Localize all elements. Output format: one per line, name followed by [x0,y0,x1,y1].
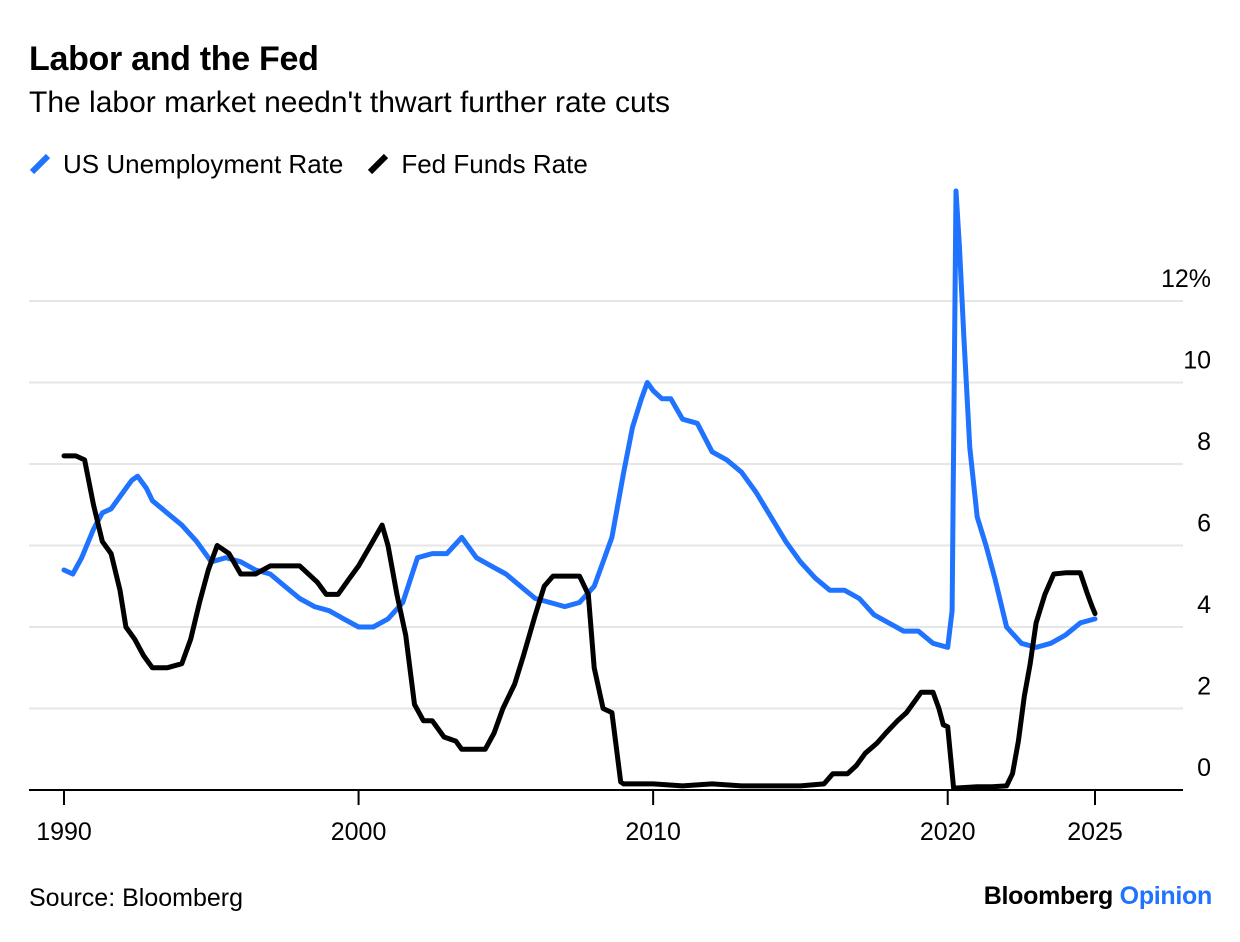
series-line-fed-funds [61,453,1098,791]
y-axis-ticks: 0 2 4 6 8 10 12% [1161,265,1211,782]
brand-primary: Bloomberg [983,882,1114,910]
y-tick-label-4: 4 [1197,591,1211,619]
x-tick-label-1990: 1990 [36,818,92,846]
x-tick-label-2010: 2010 [625,818,681,846]
legend-label-fed-funds: Fed Funds Rate [401,148,588,179]
x-tick-label-2020: 2020 [920,818,976,846]
legend-swatch-unemployment-icon [29,153,51,175]
x-tick-label-2000: 2000 [331,818,387,846]
y-tick-label-6: 6 [1197,510,1211,538]
legend-swatch-fed-funds-icon [368,153,389,175]
gridlines [29,300,1183,710]
y-tick-label-2: 2 [1197,673,1211,701]
legend-item-fed-funds: Fed Funds Rate [367,148,588,180]
y-tick-label-12: 12% [1161,265,1211,293]
series-lines [61,188,1098,791]
legend-label-unemployment: US Unemployment Rate [63,148,344,179]
legend: US Unemployment Rate Fed Funds Rate [29,146,612,182]
chart-subtitle: The labor market needn't thwart further … [29,86,671,119]
legend-item-unemployment: US Unemployment Rate [29,149,343,180]
y-tick-label-0: 0 [1197,754,1211,782]
series-line-unemployment [61,188,1098,650]
chart-title: Labor and the Fed [29,40,319,78]
source-note: Source: Bloomberg [29,884,244,912]
brand-logo: Bloomberg Opinion [983,882,1213,911]
x-tick-label-2025: 2025 [1067,818,1123,846]
y-tick-label-8: 8 [1197,428,1211,456]
x-axis-ticks: 1990 2000 2010 2020 2025 [29,789,1183,846]
y-tick-label-10: 10 [1183,347,1211,375]
brand-secondary: Opinion [1119,882,1213,910]
